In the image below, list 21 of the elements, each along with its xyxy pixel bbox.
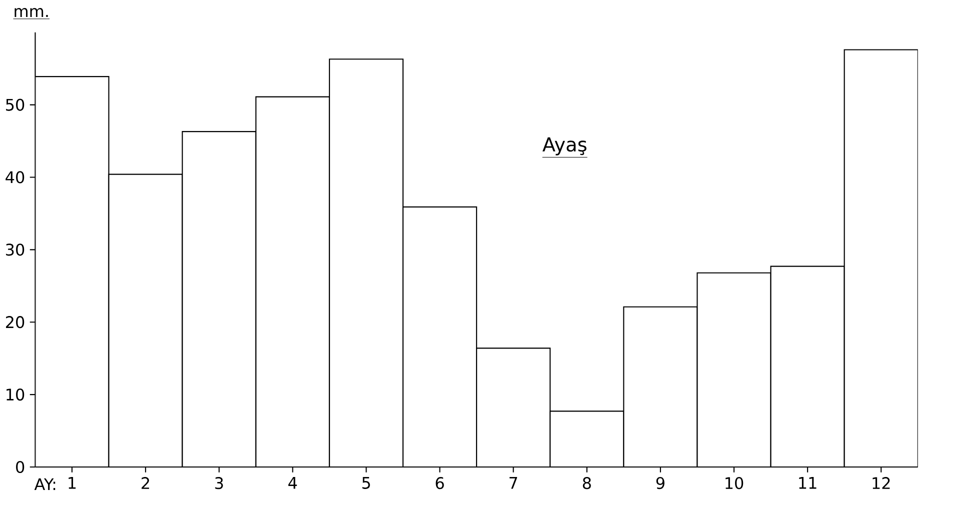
x-tick-label: 6 [436,477,444,490]
y-tick-label: 50 [6,98,24,111]
x-tick-label: 9 [656,477,664,490]
annotation: Ayaş [542,137,586,156]
x-tick-label: 5 [362,477,370,489]
y-tick-label: 30 [6,244,24,256]
y-tick-label: 20 [6,316,24,328]
x-tick-label: 4 [288,477,297,489]
x-tick-label: 8 [582,477,591,490]
x-tick-label: 3 [215,477,223,490]
y-tick-label: 40 [6,171,24,184]
x-tick-label: 11 [799,477,816,489]
x-tick-label: 2 [142,477,150,489]
x-tick-label: 10 [726,477,744,490]
x-tick-label: 12 [872,477,890,489]
x-axis-title: AY: [34,478,56,490]
x-tick-label: 7 [510,477,518,489]
y-tick-label: 0 [16,460,24,474]
y-tick-label: 10 [6,388,24,401]
x-tick-label: 1 [68,477,76,489]
y-axis-title: mm. [14,8,48,17]
